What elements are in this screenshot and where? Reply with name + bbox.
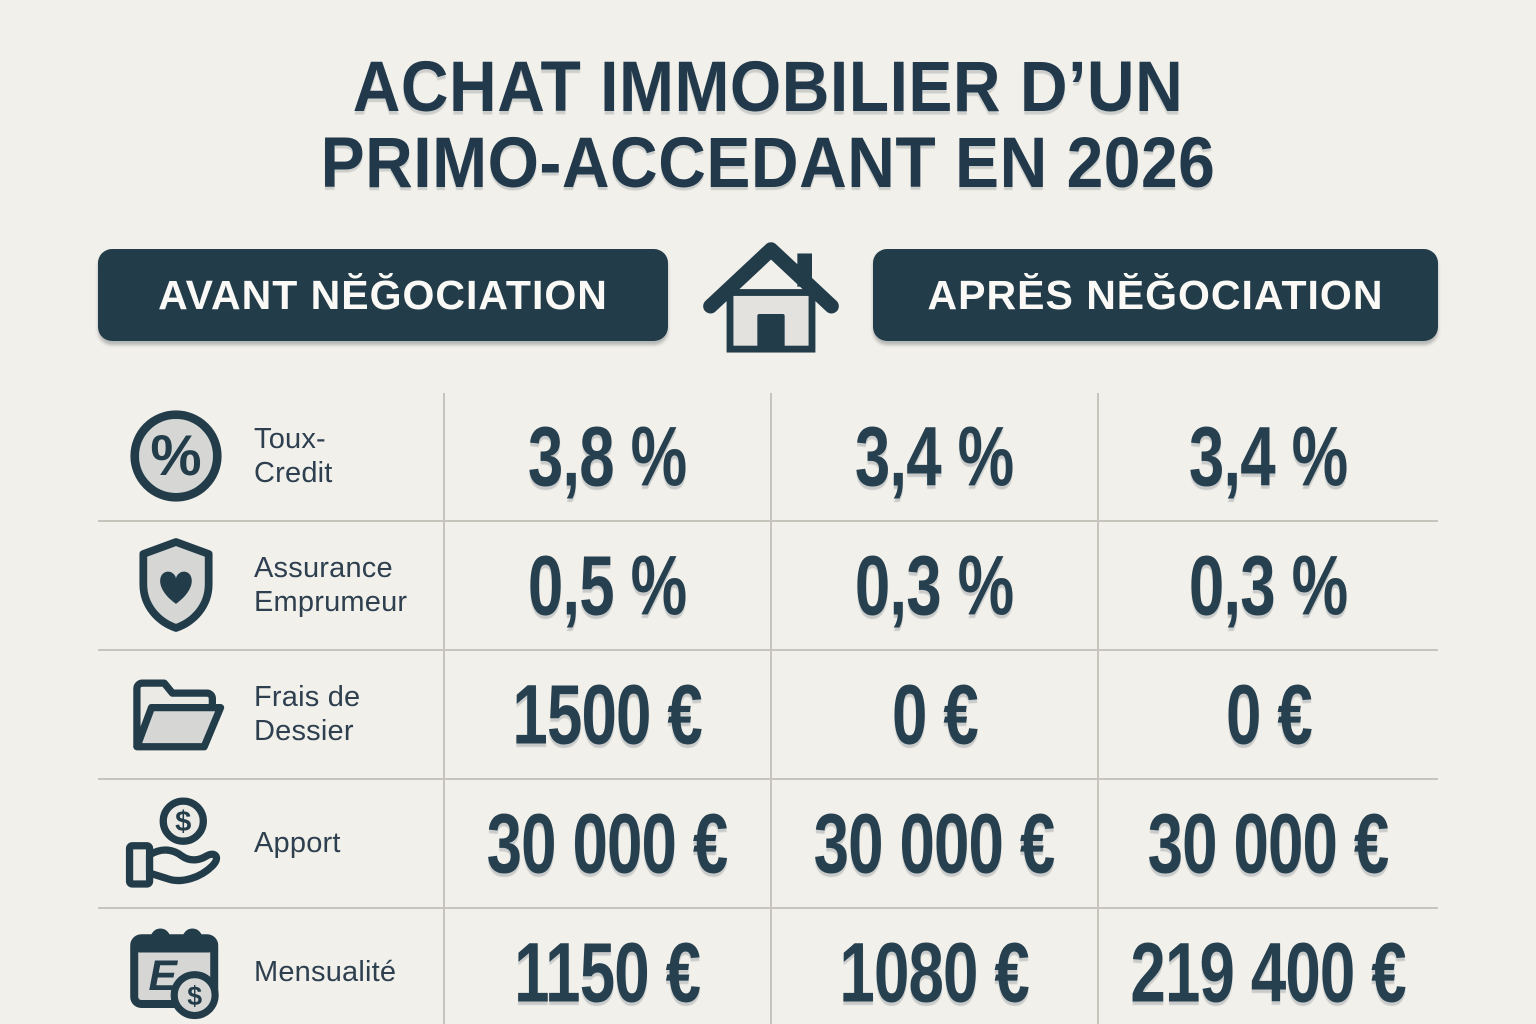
value-avant: 1500 € <box>443 650 770 778</box>
row-label-cell: $ Apport <box>98 780 443 907</box>
column-group-header: AVANT NĔĞOCIATION APRĔS NĔĞOCIATION <box>98 232 1438 359</box>
value-apres-2: 219 400 € <box>1097 908 1438 1024</box>
row-label-cell: % Toux- Credit <box>98 393 443 520</box>
row-label: Frais de Dessier <box>254 681 361 748</box>
row-label: Assurance Emprumeur <box>254 552 408 619</box>
page-title: ACHAT IMMOBILIER D’UN PRIMO-ACCEDANT EN … <box>0 0 1536 201</box>
svg-text:%: % <box>150 425 201 489</box>
table-row: % Toux- Credit 3,8 % 3,4 % 3,4 % <box>98 392 1438 520</box>
row-label-cell: Assurance Emprumeur <box>98 522 443 649</box>
row-label: Apport <box>254 827 341 860</box>
value-apres-1: 0 € <box>770 650 1097 778</box>
shield-heart-icon <box>124 536 228 634</box>
badge-avant-negociation: AVANT NĔĞOCIATION <box>98 249 668 342</box>
value-apres-2: 3,4 % <box>1097 392 1438 520</box>
row-label-cell: Frais de Dessier <box>98 651 443 778</box>
table-row: Assurance Emprumeur 0,5 % 0,3 % 0,3 % <box>98 519 1438 649</box>
percent-icon: % <box>124 408 228 504</box>
house-icon <box>702 232 840 359</box>
value-avant: 30 000 € <box>443 779 770 907</box>
svg-text:$: $ <box>187 981 202 1011</box>
value-apres-2: 0 € <box>1097 650 1438 778</box>
calendar-euro-icon: E $ <box>124 924 228 1020</box>
value-avant: 0,5 % <box>443 521 770 649</box>
hand-coin-icon: $ <box>124 796 228 890</box>
value-apres-1: 0,3 % <box>770 521 1097 649</box>
table-row: Frais de Dessier 1500 € 0 € 0 € <box>98 648 1438 778</box>
value-avant: 1150 € <box>443 908 770 1024</box>
value-apres-1: 1080 € <box>770 908 1097 1024</box>
value-apres-1: 30 000 € <box>770 779 1097 907</box>
table-row: E $ Mensualité 1150 € 1080 € 219 400 € <box>98 906 1438 1024</box>
value-apres-1: 3,4 % <box>770 392 1097 520</box>
row-label: Toux- Credit <box>254 423 333 490</box>
comparison-table: % Toux- Credit 3,8 % 3,4 % 3,4 % <box>98 392 1438 1024</box>
row-label: Mensualité <box>254 956 397 989</box>
value-avant: 3,8 % <box>443 392 770 520</box>
row-label-cell: E $ Mensualité <box>98 909 443 1024</box>
badge-apres-negociation: APRĔS NĔĞOCIATION <box>873 249 1438 342</box>
folder-icon <box>124 670 228 758</box>
value-apres-2: 30 000 € <box>1097 779 1438 907</box>
value-apres-2: 0,3 % <box>1097 521 1438 649</box>
page-title-line1: ACHAT IMMOBILIER D’UN <box>352 46 1184 127</box>
svg-text:$: $ <box>175 807 191 839</box>
table-row: $ Apport 30 000 € 30 000 € 30 000 € <box>98 777 1438 907</box>
page-title-line2: PRIMO-ACCEDANT EN 2026 <box>320 121 1216 202</box>
